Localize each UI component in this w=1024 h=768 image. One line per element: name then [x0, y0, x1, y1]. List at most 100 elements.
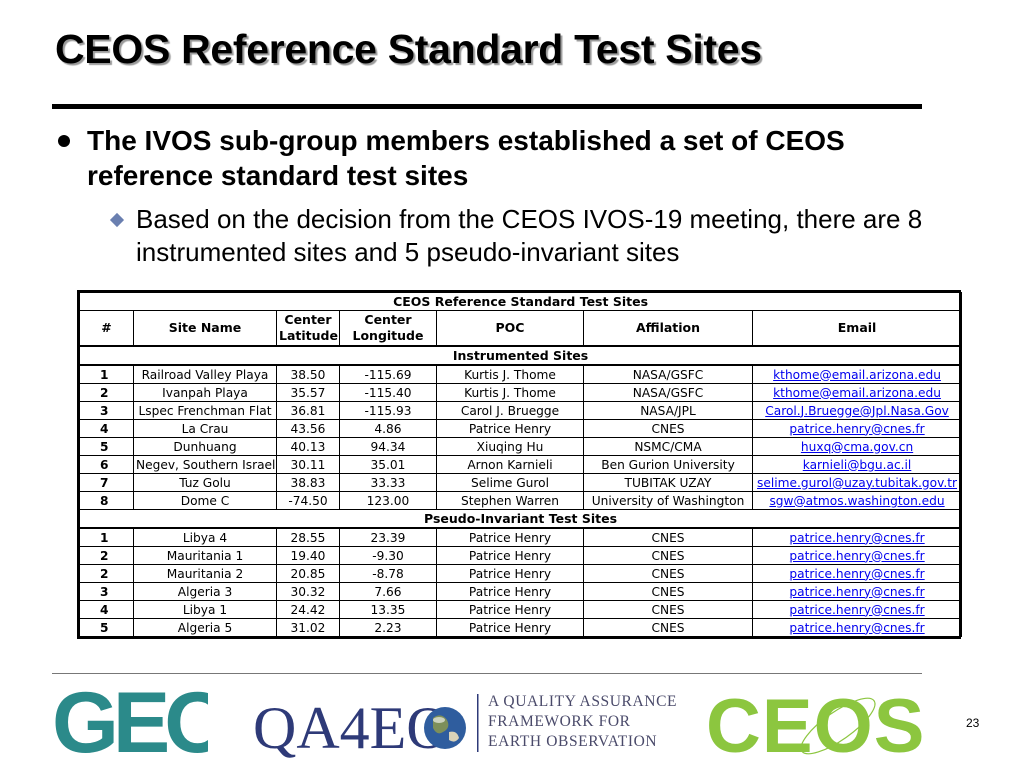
cell-poc: Stephen Warren: [436, 491, 584, 510]
cell-email-link[interactable]: kthome@email.arizona.edu: [751, 364, 963, 384]
cell-email-link[interactable]: patrice.henry@cnes.fr: [751, 419, 963, 438]
cell-site-name: La Crau: [133, 419, 277, 438]
cell-site-name: Ivanpah Playa: [133, 383, 277, 402]
ceos-logo: CEOS: [706, 684, 924, 760]
cell-site-name: Dome C: [133, 491, 277, 510]
cell-poc: Xiuqing Hu: [436, 437, 584, 456]
cell-longitude: -9.30: [339, 546, 437, 565]
cell-email-link[interactable]: selime.gurol@uzay.tubitak.gov.tr: [751, 473, 963, 492]
cell-latitude: 20.85: [276, 564, 340, 583]
cell-latitude: 36.81: [276, 401, 340, 420]
cell-site-name: Mauritania 1: [133, 546, 277, 565]
cell-longitude: -115.40: [339, 383, 437, 402]
qa4eo-tagline-line: EARTH OBSERVATION: [488, 733, 658, 750]
cell-longitude: -115.93: [339, 401, 437, 420]
table-row: 3 Algeria 3 30.32 7.66 Patrice Henry CNES patr…: [79, 582, 963, 601]
cell-latitude: 31.02: [276, 618, 340, 637]
cell-longitude: 13.35: [339, 600, 437, 619]
cell-email-link[interactable]: patrice.henry@cnes.fr: [751, 600, 963, 619]
cell-affiliation: CNES: [583, 564, 753, 583]
cell-poc: Patrice Henry: [436, 600, 584, 619]
cell-poc: Kurtis J. Thome: [436, 364, 584, 384]
title-underline: [52, 104, 922, 109]
cell-longitude: 4.86: [339, 419, 437, 438]
cell-latitude: 35.57: [276, 383, 340, 402]
table-caption: CEOS Reference Standard Test Sites: [78, 292, 963, 311]
cell-latitude: -74.50: [276, 491, 340, 510]
cell-site-name: Libya 4: [133, 527, 277, 547]
table-row: 4 La Crau 43.56 4.86 Patrice Henry CNES patric…: [79, 419, 963, 438]
header-longitude-line1: Center: [364, 312, 412, 327]
cell-longitude: -115.69: [339, 364, 437, 384]
cell-longitude: 2.23: [339, 618, 437, 637]
table-row: 2 Mauritania 2 20.85 -8.78 Patrice Henry CNES…: [79, 564, 963, 583]
cell-poc: Patrice Henry: [436, 527, 584, 547]
cell-site-name: Negev, Southern Israel: [133, 455, 277, 474]
cell-email-link[interactable]: sgw@atmos.washington.edu: [751, 491, 963, 510]
table-row: 5 Dunhuang 40.13 94.34 Xiuqing Hu NSMC/CMA hux…: [79, 437, 963, 456]
bullet-level-2-text: Based on the decision from the CEOS IVOS…: [136, 204, 923, 267]
header-longitude-line2: Longitude: [352, 328, 424, 343]
cell-site-name: Dunhuang: [133, 437, 277, 456]
cell-number: 3: [79, 401, 134, 420]
cell-longitude: 123.00: [339, 491, 437, 510]
cell-number: 1: [79, 527, 134, 547]
cell-affiliation: NASA/GSFC: [583, 364, 753, 384]
cell-longitude: 23.39: [339, 527, 437, 547]
cell-poc: Patrice Henry: [436, 582, 584, 601]
cell-longitude: 7.66: [339, 582, 437, 601]
header-latitude-line2: Latitude: [279, 328, 338, 343]
cell-latitude: 24.42: [276, 600, 340, 619]
cell-longitude: 33.33: [339, 473, 437, 492]
bullet-dot-icon: [58, 135, 70, 147]
cell-affiliation: Ben Gurion University: [583, 455, 753, 474]
page-number: 23: [966, 716, 980, 730]
cell-affiliation: CNES: [583, 546, 753, 565]
header-num: #: [79, 310, 134, 347]
test-sites-table: CEOS Reference Standard Test Sites # Sit…: [77, 290, 963, 639]
cell-latitude: 38.83: [276, 473, 340, 492]
cell-number: 6: [79, 455, 134, 474]
table-row: 6 Negev, Southern Israel 30.11 35.01 Arnon K…: [79, 455, 963, 474]
cell-email-link[interactable]: patrice.henry@cnes.fr: [751, 582, 963, 601]
cell-poc: Patrice Henry: [436, 564, 584, 583]
cell-email-link[interactable]: kthome@email.arizona.edu: [751, 383, 963, 402]
table-row: 7 Tuz Golu 38.83 33.33 Selime Gurol TUBITAK U…: [79, 473, 963, 492]
cell-affiliation: CNES: [583, 582, 753, 601]
cell-email-link[interactable]: karnieli@bgu.ac.il: [751, 455, 963, 474]
table-row: 4 Libya 1 24.42 13.35 Patrice Henry CNES patri…: [79, 600, 963, 619]
cell-poc: Kurtis J. Thome: [436, 383, 584, 402]
cell-email-link[interactable]: patrice.henry@cnes.fr: [751, 618, 963, 637]
cell-number: 7: [79, 473, 134, 492]
cell-email-link[interactable]: huxq@cma.gov.cn: [751, 437, 963, 456]
cell-poc: Selime Gurol: [436, 473, 584, 492]
cell-latitude: 43.56: [276, 419, 340, 438]
header-site-name: Site Name: [133, 310, 277, 347]
table-header-row: # Site Name Center Latitude Center Longitu…: [79, 310, 963, 347]
cell-email-link[interactable]: patrice.henry@cnes.fr: [751, 564, 963, 583]
header-poc: POC: [436, 310, 584, 347]
section-header-row: Pseudo-Invariant Test Sites: [78, 509, 963, 529]
cell-site-name: Tuz Golu: [133, 473, 277, 492]
ceos-globe-icon: [800, 697, 876, 755]
cell-affiliation: TUBITAK UZAY: [583, 473, 753, 492]
qa4eo-logo: QA4EO: [253, 694, 479, 758]
cell-email-link[interactable]: Carol.J.Bruegge@Jpl.Nasa.Gov: [751, 401, 963, 420]
cell-number: 8: [79, 491, 134, 510]
cell-affiliation: CNES: [583, 600, 753, 619]
cell-site-name: Algeria 3: [133, 582, 277, 601]
cell-affiliation: CNES: [583, 419, 753, 438]
cell-email-link[interactable]: patrice.henry@cnes.fr: [751, 527, 963, 547]
cell-number: 4: [79, 600, 134, 619]
table-row: 8 Dome C -74.50 123.00 Stephen Warren Univers…: [79, 491, 963, 510]
cell-latitude: 19.40: [276, 546, 340, 565]
cell-email-link[interactable]: patrice.henry@cnes.fr: [751, 546, 963, 565]
geo-logo: GEO: [52, 686, 208, 758]
cell-poc: Patrice Henry: [436, 419, 584, 438]
cell-number: 1: [79, 364, 134, 384]
table-row: 2 Mauritania 1 19.40 -9.30 Patrice Henry CNES…: [79, 546, 963, 565]
header-longitude: Center Longitude: [339, 310, 437, 347]
header-affiliation: Affilation: [583, 310, 753, 347]
cell-site-name: Railroad Valley Playa: [133, 364, 277, 384]
cell-longitude: 35.01: [339, 455, 437, 474]
